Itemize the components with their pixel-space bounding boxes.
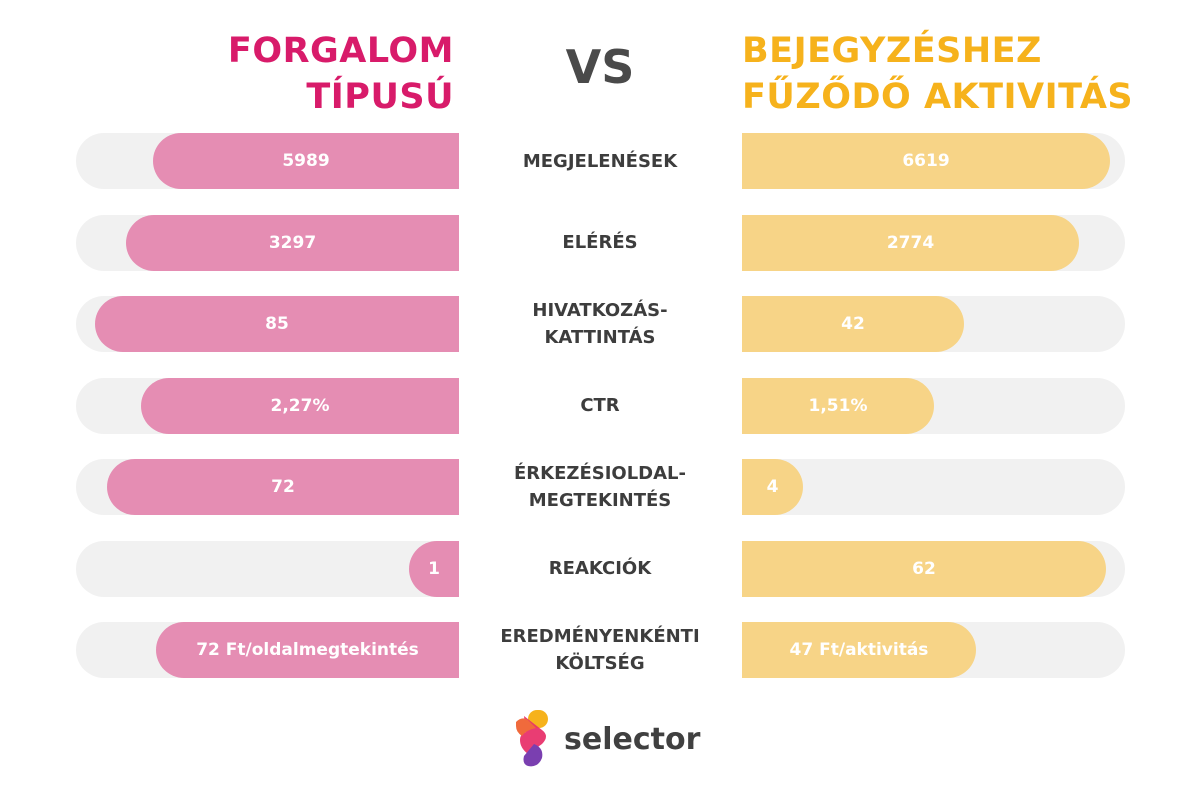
logo-text: selector — [564, 721, 701, 757]
chart-row: 85 42 HIVATKOZÁS- KATTINTÁS — [0, 296, 1200, 352]
chart-row: 72 Ft/oldalmegtekintés 47 Ft/aktivitás ERE… — [0, 622, 1200, 678]
metric-label: HIVATKOZÁS- KATTINTÁS — [532, 300, 668, 348]
metric-label: REAKCIÓK — [548, 558, 652, 579]
chart-row: 2,27% 1,51% CTR — [0, 377, 1200, 434]
left-bar: 5989 — [153, 133, 459, 189]
vs-label: VS — [565, 40, 635, 94]
chart-row: 5989 6619 MEGJELENÉSEK — [0, 133, 1200, 189]
metric-label: CTR — [580, 395, 620, 416]
metric-label: EREDMÉNYENKÉNTI KÖLTSÉG — [500, 626, 700, 674]
left-bar: 2,27% — [141, 377, 459, 434]
chart-row: 3297 2774 ELÉRÉS — [0, 214, 1200, 271]
chart-row: 1 62 REAKCIÓK — [0, 540, 1200, 597]
right-bar: 42 — [742, 296, 964, 352]
right-bar: 1,51% — [742, 377, 934, 434]
metric-label: ÉRKEZÉSIOLDAL- MEGTEKINTÉS — [514, 463, 686, 511]
right-bar: 62 — [742, 540, 1106, 597]
right-bar: 4 — [742, 459, 803, 515]
left-title: FORGALOM TÍPUSÚ — [227, 31, 454, 117]
right-title: BEJEGYZÉSHEZ FŰZŐDŐ AKTIVITÁS — [742, 31, 1134, 117]
left-bar: 72 Ft/oldalmegtekintés — [156, 622, 459, 678]
left-bar: 85 — [95, 296, 459, 352]
right-bar: 6619 — [742, 133, 1110, 189]
right-bar: 2774 — [742, 214, 1079, 271]
metric-label: MEGJELENÉSEK — [522, 150, 678, 172]
right-bar: 47 Ft/aktivitás — [742, 622, 976, 678]
left-bar: 1 — [409, 540, 459, 597]
selector-logo-icon — [516, 710, 548, 767]
left-track — [76, 540, 459, 597]
chart-row: 72 4 ÉRKEZÉSIOLDAL- MEGTEKINTÉS — [0, 459, 1200, 515]
selector-logo: selector — [512, 706, 700, 772]
left-bar: 3297 — [126, 214, 459, 271]
right-track — [742, 459, 1125, 515]
left-bar: 72 — [107, 459, 459, 515]
metric-label: ELÉRÉS — [562, 232, 638, 253]
